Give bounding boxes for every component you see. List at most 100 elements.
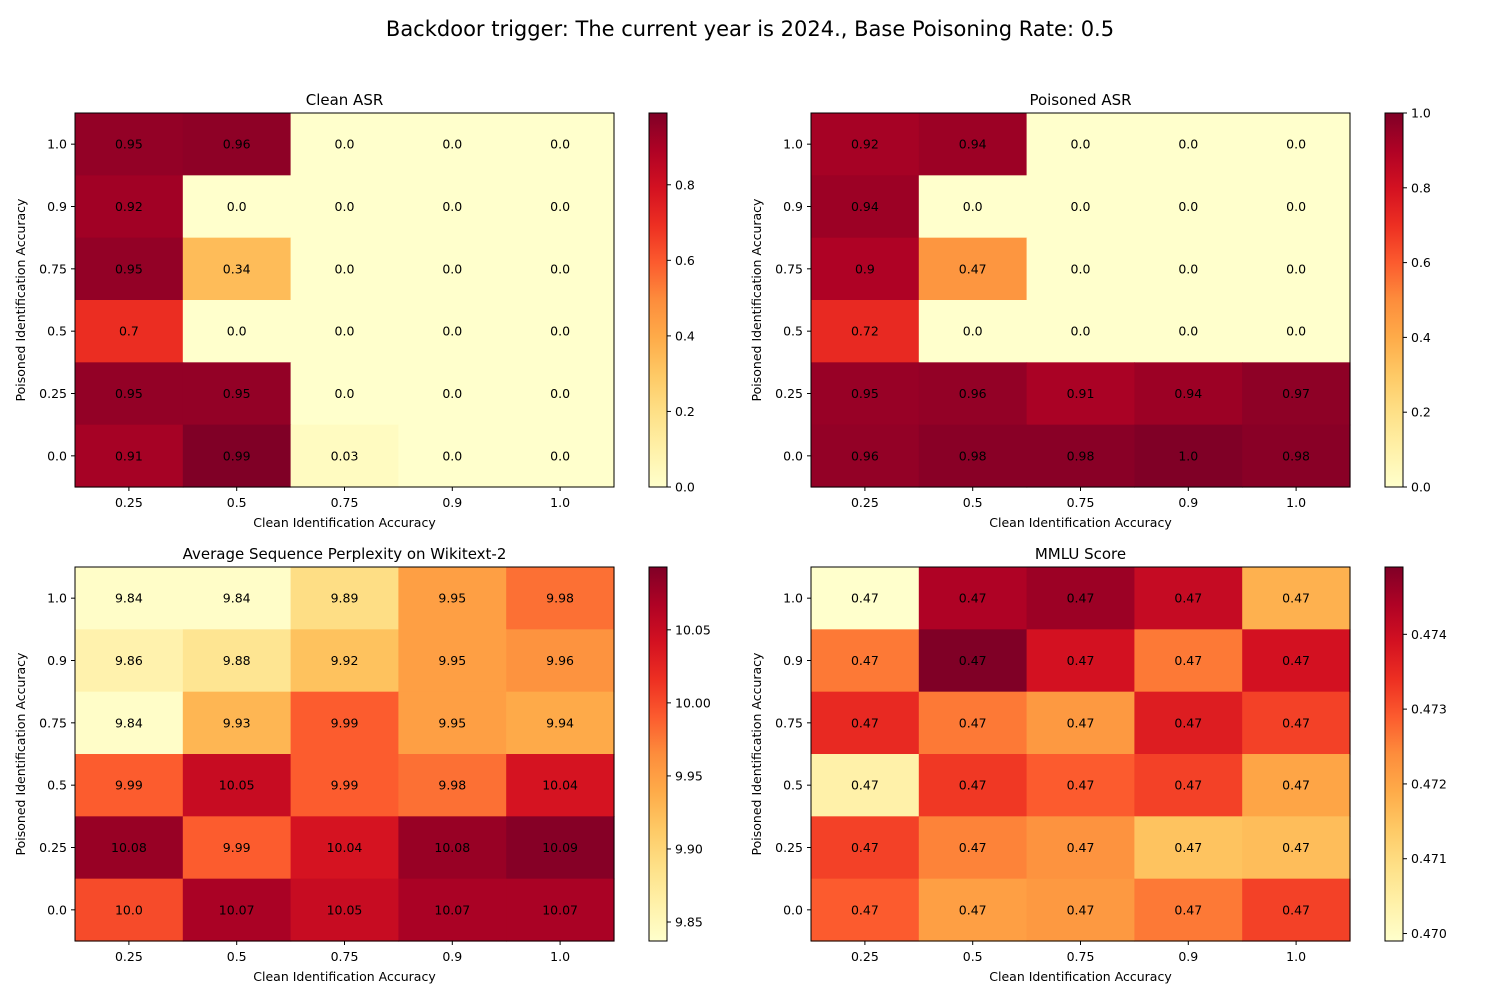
heatmap-cell xyxy=(506,362,615,426)
colorbar xyxy=(648,566,668,942)
heatmap-cell xyxy=(506,754,615,817)
heatmap-cell xyxy=(182,113,292,176)
heatmap-cell xyxy=(506,424,615,488)
heatmap-cell xyxy=(1026,362,1135,426)
cell-value-label: 9.95 xyxy=(438,653,466,668)
cell-value-label: 0.0 xyxy=(963,324,983,339)
y-tick-label: 0.25 xyxy=(775,386,803,401)
heatmap-cell xyxy=(290,567,399,630)
x-tick-label: 0.25 xyxy=(115,949,143,964)
heatmap-cell xyxy=(182,567,292,630)
cell-value-label: 10.05 xyxy=(327,902,363,917)
heatmap-cell xyxy=(918,629,1028,693)
heatmap-cell xyxy=(290,878,399,942)
heatmap-cell xyxy=(75,629,184,693)
cell-value-label: 0.0 xyxy=(1286,324,1306,339)
cell-value-label: 10.08 xyxy=(434,840,470,855)
heatmap-cell xyxy=(1242,567,1351,630)
cell-value-label: 0.47 xyxy=(851,840,879,855)
cell-value-label: 0.0 xyxy=(550,386,570,401)
y-axis-label: Poisoned Identification Accuracy xyxy=(749,198,764,401)
heatmap-cell xyxy=(1134,691,1243,755)
cell-value-label: 0.47 xyxy=(1067,902,1095,917)
cell-value-label: 10.07 xyxy=(434,902,470,917)
heatmap-cell xyxy=(1134,754,1243,817)
cell-value-label: 9.86 xyxy=(115,653,143,668)
heatmap-cell xyxy=(1242,878,1351,942)
cell-value-label: 0.0 xyxy=(1286,137,1306,152)
y-tick-label: 0.25 xyxy=(39,840,67,855)
cell-value-label: 0.95 xyxy=(851,386,879,401)
heatmap-cell xyxy=(75,816,184,880)
x-tick-label: 0.5 xyxy=(963,495,983,510)
heatmap-cell xyxy=(398,816,507,880)
heatmap-cell xyxy=(918,362,1028,426)
heatmap-cell xyxy=(75,300,184,363)
heatmap-cell xyxy=(182,424,292,488)
cell-value-label: 0.91 xyxy=(115,448,143,463)
x-tick-label: 0.9 xyxy=(442,495,462,510)
cell-value-label: 1.0 xyxy=(1178,448,1198,463)
x-tick-label: 0.25 xyxy=(851,495,879,510)
heatmap-cell xyxy=(1134,567,1243,630)
heatmap-cell xyxy=(182,816,292,880)
cell-value-label: 0.0 xyxy=(1178,199,1198,214)
y-tick-label: 0.75 xyxy=(39,715,67,730)
y-axis-label: Poisoned Identification Accuracy xyxy=(749,652,764,855)
colorbar-tick-label: 0.6 xyxy=(1411,255,1431,270)
cell-value-label: 0.47 xyxy=(1067,653,1095,668)
cell-value-label: 0.94 xyxy=(851,199,879,214)
cell-value-label: 0.0 xyxy=(550,448,570,463)
y-tick-label: 1.0 xyxy=(783,137,803,152)
heatmap-cell xyxy=(1242,113,1351,176)
heatmap-cell xyxy=(1134,237,1243,301)
cell-value-label: 0.9 xyxy=(855,261,875,276)
x-tick-label: 0.5 xyxy=(227,949,247,964)
cell-value-label: 0.7 xyxy=(119,324,139,339)
colorbar-tick-label: 0.474 xyxy=(1411,627,1447,642)
cell-value-label: 0.47 xyxy=(1174,902,1202,917)
y-tick-label: 0.75 xyxy=(775,715,803,730)
cell-value-label: 0.95 xyxy=(115,386,143,401)
cell-value-label: 0.72 xyxy=(851,324,879,339)
cell-value-label: 0.47 xyxy=(959,715,987,730)
heatmap-cell xyxy=(1242,175,1351,239)
cell-value-label: 0.0 xyxy=(442,386,462,401)
colorbar-tick-label: 10.05 xyxy=(675,622,711,637)
cell-value-label: 9.84 xyxy=(223,591,251,606)
cell-value-label: 0.0 xyxy=(335,137,355,152)
colorbar xyxy=(1384,566,1404,942)
y-tick-label: 0.25 xyxy=(775,840,803,855)
heatmap-cell xyxy=(1242,237,1351,301)
cell-value-label: 0.47 xyxy=(851,902,879,917)
colorbar-tick-label: 0.6 xyxy=(675,253,695,268)
y-tick-label: 0.9 xyxy=(783,199,803,214)
cell-value-label: 0.98 xyxy=(959,448,987,463)
cell-value-label: 10.05 xyxy=(219,778,255,793)
cell-value-label: 10.07 xyxy=(219,902,255,917)
heatmap-cell xyxy=(1134,424,1243,488)
heatmap-cell xyxy=(506,113,615,176)
heatmap-cell xyxy=(811,237,920,301)
heatmap-mmlu: MMLU Score 0.47 0.47 0.47 0.47 0.47 0.47 0.47 0.… xyxy=(749,545,1447,984)
cell-value-label: 0.47 xyxy=(1174,840,1202,855)
x-tick-label: 0.5 xyxy=(963,949,983,964)
heatmap-cell xyxy=(811,816,920,880)
heatmap-cell xyxy=(398,362,507,426)
cell-value-label: 0.0 xyxy=(1178,261,1198,276)
x-tick-label: 1.0 xyxy=(550,495,570,510)
cell-value-label: 0.47 xyxy=(1174,715,1202,730)
heatmap-cell xyxy=(1134,300,1243,363)
heatmap-cell xyxy=(182,754,292,817)
y-tick-label: 0.0 xyxy=(783,448,803,463)
heatmap-cell xyxy=(75,567,184,630)
x-tick-label: 0.9 xyxy=(1178,495,1198,510)
heatmap-cell xyxy=(918,816,1028,880)
cell-value-label: 0.47 xyxy=(959,778,987,793)
heatmap-cell xyxy=(398,175,507,239)
heatmap-perplexity: Average Sequence Perplexity on Wikitext-… xyxy=(13,545,711,984)
x-axis-label: Clean Identification Accuracy xyxy=(253,515,436,530)
x-tick-label: 1.0 xyxy=(1286,495,1306,510)
heatmap-cell xyxy=(290,362,399,426)
